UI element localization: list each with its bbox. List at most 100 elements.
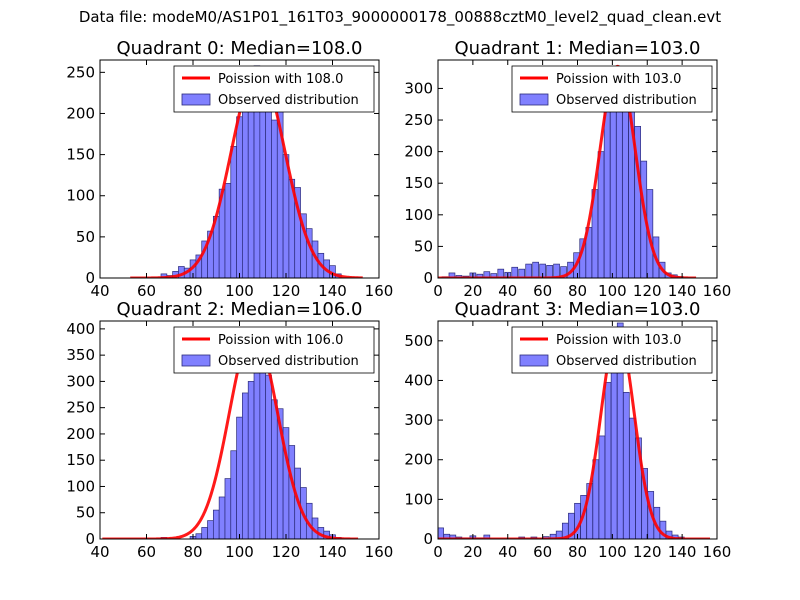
histogram-bar xyxy=(490,273,498,278)
x-tick-label: 80 xyxy=(183,282,202,300)
x-tick-label: 120 xyxy=(633,543,662,561)
poisson-fit-line xyxy=(438,64,697,278)
y-tick-label: 100 xyxy=(66,477,95,495)
y-tick-label: 350 xyxy=(66,346,95,364)
y-tick-label: 250 xyxy=(66,399,95,417)
histogram-bar xyxy=(247,101,255,278)
histogram-bar xyxy=(242,85,249,278)
y-tick-label: 400 xyxy=(66,320,95,338)
y-tick-label: 150 xyxy=(66,451,95,469)
x-tick-label: 80 xyxy=(568,543,587,561)
histogram-bar xyxy=(265,88,272,278)
x-tick-label: 100 xyxy=(225,282,254,300)
histogram-bar xyxy=(212,509,220,539)
histogram-bar xyxy=(242,392,249,539)
subplot-0: 40 60 80 100 120 140 160 0 50 100 150 200 250 Quadran… xyxy=(66,38,393,300)
histogram-bar xyxy=(629,417,636,539)
y-tick-label: 0 xyxy=(423,269,433,287)
plot-area xyxy=(438,322,711,539)
y-tick-label: 150 xyxy=(66,146,95,164)
legend-bar-label: Observed distribution xyxy=(218,354,359,369)
legend-line-label: Poission with 108.0 xyxy=(218,72,343,87)
x-tick-label: 60 xyxy=(137,543,156,561)
y-tick-label: 200 xyxy=(66,104,95,122)
histogram-bar xyxy=(604,382,612,539)
x-tick-label: 40 xyxy=(498,543,517,561)
y-tick-label: 0 xyxy=(423,530,433,548)
subplot-title: Quadrant 2: Median=106.0 xyxy=(117,299,363,320)
subplot-1: 0 20 40 60 80 100 120 140 160 0 50 100 150 200 250 300 Q… xyxy=(404,38,731,300)
x-tick-label: 40 xyxy=(90,543,109,561)
histogram-bar xyxy=(438,527,444,539)
histogram-bar xyxy=(525,263,532,278)
figure-title: Data file: modeM0/AS1P01_161T03_90000001… xyxy=(78,8,722,26)
x-tick-label: 160 xyxy=(365,282,394,300)
legend-bar-swatch xyxy=(181,354,211,367)
histogram-bar xyxy=(497,268,505,278)
x-tick-label: 0 xyxy=(433,282,443,300)
x-tick-label: 120 xyxy=(633,282,662,300)
y-tick-label: 200 xyxy=(404,451,433,469)
y-tick-label: 100 xyxy=(404,206,433,224)
histogram-bar xyxy=(511,266,519,278)
histogram-bar xyxy=(598,435,606,539)
y-tick-label: 100 xyxy=(66,187,95,205)
legend: Poission with 103.0 Observed distribution xyxy=(511,65,713,113)
histogram-bar xyxy=(224,478,232,539)
subplot-2: 40 60 80 100 120 140 160 0 50 100 150 200 250 300 350 4… xyxy=(66,299,393,561)
histogram-bar xyxy=(610,364,618,539)
histogram-bar xyxy=(282,154,290,278)
x-tick-label: 60 xyxy=(533,543,552,561)
x-tick-label: 120 xyxy=(272,543,301,561)
histogram-bar xyxy=(201,527,208,539)
histogram-bar xyxy=(603,103,611,278)
legend-bar-label: Observed distribution xyxy=(556,354,697,369)
x-tick-label: 60 xyxy=(137,282,156,300)
histogram-bar xyxy=(230,146,237,278)
histogram-bar xyxy=(271,399,278,539)
y-tick-label: 200 xyxy=(66,425,95,443)
x-tick-label: 140 xyxy=(668,282,697,300)
histogram-bar xyxy=(265,374,272,539)
y-tick-label: 300 xyxy=(404,411,433,429)
histogram-bar xyxy=(518,268,526,278)
x-tick-label: 20 xyxy=(463,543,482,561)
x-tick-label: 20 xyxy=(463,282,482,300)
x-tick-label: 160 xyxy=(365,543,394,561)
y-tick-label: 150 xyxy=(404,174,433,192)
histogram-bar xyxy=(259,86,267,278)
histogram-bar xyxy=(623,391,630,539)
histogram-bar xyxy=(483,534,491,539)
histogram-bar xyxy=(476,273,484,278)
x-tick-label: 140 xyxy=(318,543,347,561)
x-tick-label: 80 xyxy=(568,282,587,300)
legend-bar-label: Observed distribution xyxy=(218,93,359,108)
legend: Poission with 103.0 Observed distribution xyxy=(511,326,713,374)
subplot-3: 0 20 40 60 80 100 120 140 160 0 100 200 300 400 500 Qua… xyxy=(404,299,731,561)
histogram-bar xyxy=(560,266,567,278)
y-tick-label: 50 xyxy=(76,228,95,246)
x-tick-label: 0 xyxy=(433,543,443,561)
subplot-title: Quadrant 1: Median=103.0 xyxy=(455,38,701,59)
subplot-title: Quadrant 0: Median=108.0 xyxy=(117,38,363,59)
y-tick-label: 300 xyxy=(66,372,95,390)
x-tick-label: 140 xyxy=(318,282,347,300)
x-tick-label: 100 xyxy=(225,543,254,561)
y-tick-label: 50 xyxy=(414,237,433,255)
y-tick-label: 200 xyxy=(404,143,433,161)
x-tick-label: 100 xyxy=(598,282,627,300)
histogram-bar xyxy=(230,450,237,539)
histogram-bar xyxy=(218,496,226,539)
histogram-bar xyxy=(207,520,214,539)
x-tick-label: 160 xyxy=(703,543,732,561)
x-tick-label: 140 xyxy=(668,543,697,561)
legend-line-label: Poission with 103.0 xyxy=(556,72,681,87)
histogram-bar xyxy=(253,365,261,539)
legend-line-label: Poission with 106.0 xyxy=(218,333,343,348)
y-tick-label: 0 xyxy=(85,530,95,548)
poisson-fit-line xyxy=(438,329,711,539)
legend-bar-swatch xyxy=(519,93,549,106)
y-tick-label: 0 xyxy=(85,269,95,287)
y-tick-label: 100 xyxy=(404,490,433,508)
